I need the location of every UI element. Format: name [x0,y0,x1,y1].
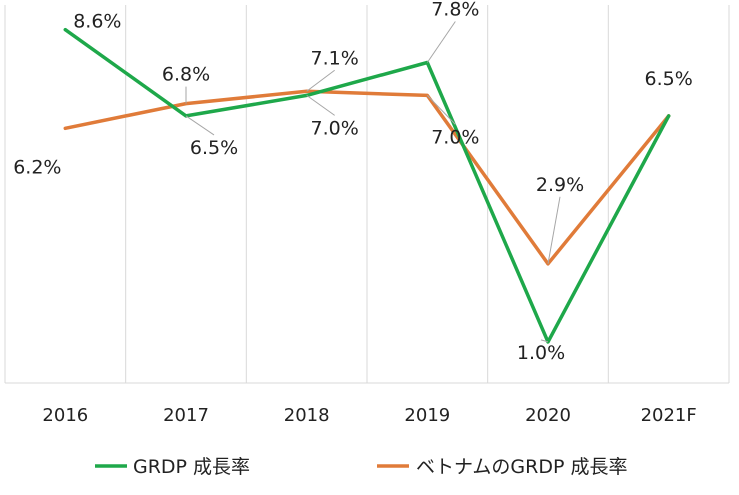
x-tick-label: 2017 [163,405,209,426]
grid-lines [4,5,730,383]
data-label: 7.1% [311,47,359,69]
x-tick-label: 2018 [284,405,330,426]
x-tick-label: 2016 [42,405,88,426]
data-point [63,126,67,130]
data-label: 6.5% [190,137,238,159]
data-label: 2.9% [536,174,584,196]
data-label: 7.0% [311,117,359,139]
data-label: 6.5% [645,68,693,90]
data-label: 1.0% [517,342,565,364]
x-tick-label: 2021F [641,405,697,426]
legend-label: GRDP 成長率 [133,456,250,478]
data-label-layer: 8.6% 6.5% 7.0% 7.8% 1.0% 6.5% 6.2% 6.8% 7.1% 7.0%… [13,0,693,364]
leader-line [540,339,549,343]
data-point [63,28,67,32]
x-tick-label: 2020 [525,405,571,426]
legend: GRDP 成長率 ベトナムのGRDP 成長率 [95,456,627,478]
legend-label: ベトナムのGRDP 成長率 [416,456,627,478]
leader-line [547,196,561,264]
leader-line [306,94,335,116]
x-tick-label: 2019 [404,405,450,426]
data-label: 8.6% [73,11,121,33]
leader-line [306,69,335,92]
leader-line [185,115,215,136]
series-line-0 [63,27,671,344]
data-label: 7.0% [431,126,479,148]
data-label: 6.8% [162,64,210,86]
series-line-1 [63,89,671,266]
data-point [667,114,671,118]
leader-line [426,21,456,63]
x-tick-labels: 2016 2017 2018 2019 2020 2021F [42,405,696,426]
data-label: 6.2% [13,156,61,178]
data-label: 7.8% [431,0,479,21]
leader-line [426,95,456,125]
